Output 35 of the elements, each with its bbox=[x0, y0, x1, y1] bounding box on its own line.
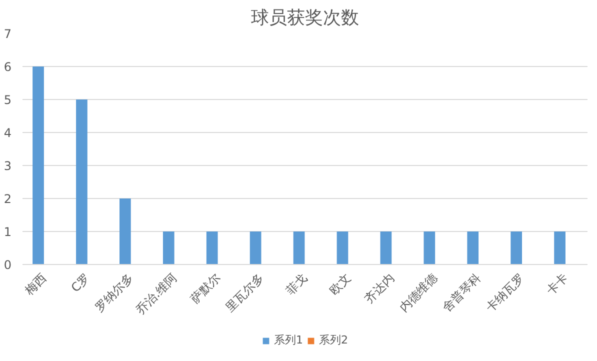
legend-label: 系列1 bbox=[274, 332, 303, 348]
y-tick-label: 4 bbox=[4, 126, 12, 140]
bar bbox=[467, 232, 479, 264]
bar bbox=[293, 232, 305, 264]
x-tick-label: 梅西 bbox=[22, 270, 50, 298]
bar bbox=[510, 232, 522, 264]
x-tick-label: 菲戈 bbox=[283, 270, 310, 298]
bar bbox=[76, 100, 88, 264]
bar bbox=[32, 66, 44, 264]
y-tick-label: 1 bbox=[4, 225, 12, 239]
chart-title: 球员获奖次数 bbox=[251, 8, 359, 28]
x-tick-label: C罗 bbox=[68, 270, 93, 295]
y-tick-label: 2 bbox=[4, 192, 12, 206]
y-tick-label: 6 bbox=[4, 60, 12, 74]
bar bbox=[336, 232, 348, 264]
y-tick-label: 3 bbox=[4, 159, 12, 173]
bar bbox=[206, 232, 218, 264]
x-tick-label: 舍普琴科 bbox=[440, 270, 484, 314]
y-tick-label: 0 bbox=[4, 258, 12, 272]
bar bbox=[250, 232, 262, 264]
bar bbox=[424, 232, 436, 264]
x-tick-label: 卡卡 bbox=[544, 270, 571, 298]
x-tick-label: 里瓦尔多 bbox=[222, 270, 266, 314]
x-tick-label: 卡纳瓦罗 bbox=[483, 270, 528, 314]
bar bbox=[554, 232, 566, 264]
bar bbox=[380, 232, 392, 264]
legend-label: 系列2 bbox=[319, 332, 348, 348]
bar bbox=[162, 232, 174, 264]
x-tick-label: 齐达内 bbox=[362, 270, 397, 306]
y-tick-label: 5 bbox=[4, 93, 12, 107]
x-tick-label: 欧文 bbox=[326, 270, 354, 298]
x-tick-label: 内德维德 bbox=[396, 270, 440, 314]
y-tick-label: 7 bbox=[4, 27, 12, 41]
bar bbox=[120, 198, 131, 264]
x-tick-label: 萨默尔 bbox=[188, 270, 224, 306]
